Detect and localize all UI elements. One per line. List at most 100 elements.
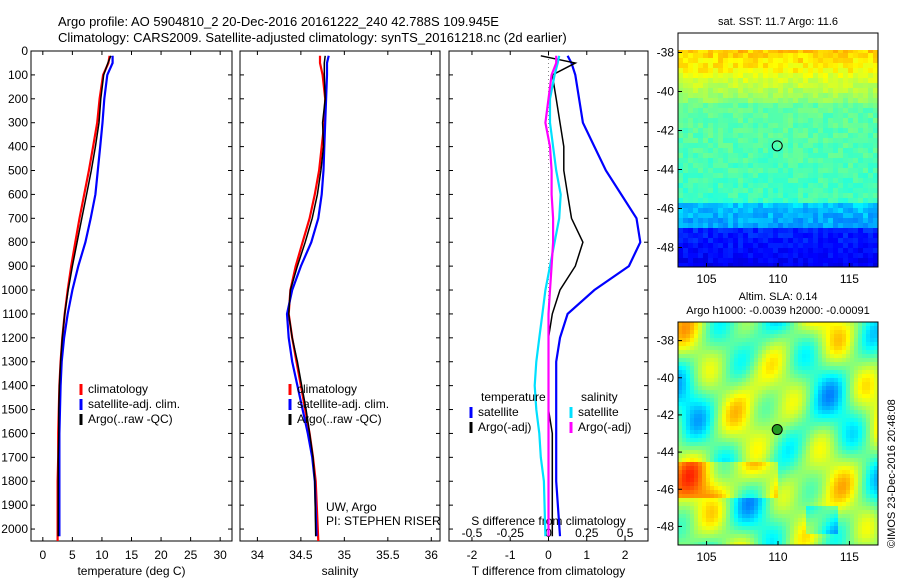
heatmap-cell (802, 358, 807, 363)
heatmap-cell (702, 434, 707, 439)
heatmap-cell (706, 426, 711, 431)
heatmap-cell (782, 378, 787, 383)
heatmap-cell (742, 486, 747, 491)
heatmap-cell (698, 50, 704, 54)
heatmap-cell (742, 510, 747, 515)
heatmap-cell (790, 486, 795, 491)
heatmap-cell (738, 78, 744, 84)
heatmap-cell (822, 438, 827, 443)
heatmap-cell (834, 470, 839, 475)
heatmap-cell (842, 542, 847, 545)
heatmap-cell (753, 143, 759, 149)
heatmap-cell (713, 233, 719, 239)
heatmap-cell (768, 243, 774, 249)
heatmap-cell (713, 183, 719, 189)
heatmap-cell (758, 450, 763, 455)
heatmap-cell (866, 402, 871, 407)
heatmap-cell (758, 38, 764, 44)
heatmap-cell (754, 422, 759, 427)
heatmap-cell (766, 414, 771, 419)
heatmap-cell (848, 63, 854, 69)
heatmap-cell (828, 58, 834, 64)
heatmap-cell (758, 494, 763, 499)
heatmap-cell (728, 73, 734, 79)
heatmap-cell (793, 188, 799, 194)
heatmap-cell (806, 354, 811, 359)
heatmap-cell (718, 83, 724, 89)
heatmap-cell (702, 454, 707, 459)
heatmap-cell (833, 168, 839, 174)
heatmap-cell (746, 418, 751, 423)
heatmap-cell (753, 198, 759, 204)
heatmap-cell (798, 108, 804, 114)
heatmap-cell (808, 93, 814, 99)
heatmap-cell (794, 438, 799, 443)
heatmap-cell (843, 63, 849, 69)
heatmap-cell (793, 238, 799, 244)
heatmap-cell (714, 450, 719, 455)
heatmap-cell (870, 498, 875, 503)
heatmap-cell (730, 434, 735, 439)
heatmap-cell (854, 322, 859, 327)
heatmap-cell (866, 370, 871, 375)
heatmap-cell (698, 454, 703, 459)
heatmap-cell (706, 366, 711, 371)
heatmap-cell (686, 498, 691, 503)
heatmap-cell (766, 366, 771, 371)
heatmap-cell (843, 183, 849, 189)
heatmap-cell (808, 233, 814, 239)
heatmap-cell (850, 498, 855, 503)
heatmap-cell (694, 434, 699, 439)
heatmap-cell (738, 386, 743, 391)
heatmap-cell (813, 153, 819, 159)
heatmap-cell (866, 342, 871, 347)
heatmap-cell (838, 490, 843, 495)
heatmap-cell (822, 470, 827, 475)
heatmap-cell (874, 354, 878, 359)
heatmap-cell (734, 482, 739, 487)
heatmap-cell (768, 153, 774, 159)
heatmap-cell (726, 362, 731, 367)
heatmap-cell (702, 390, 707, 395)
heatmap-cell (758, 482, 763, 487)
heatmap-cell (788, 73, 794, 79)
heatmap-cell (683, 38, 689, 44)
heatmap-cell (858, 522, 863, 527)
heatmap-cell (823, 178, 829, 184)
heatmap-cell (818, 138, 824, 144)
heatmap-cell (778, 326, 783, 331)
heatmap-cell (763, 228, 769, 234)
heatmap-cell (678, 394, 683, 399)
heatmap-cell (798, 374, 803, 379)
heatmap-cell (743, 228, 749, 234)
heatmap-cell (713, 73, 719, 79)
heatmap-cell (838, 158, 844, 164)
heatmap-cell (818, 263, 824, 267)
heatmap-cell (778, 486, 783, 491)
heatmap-cell (708, 143, 714, 149)
heatmap-cell (814, 438, 819, 443)
heatmap-cell (874, 386, 878, 391)
heatmap-cell (694, 518, 699, 523)
heatmap-cell (758, 263, 764, 267)
heatmap-cell (728, 63, 734, 69)
heatmap-cell (810, 338, 815, 343)
heatmap-cell (758, 163, 764, 169)
heatmap-cell (738, 138, 744, 144)
heatmap-cell (858, 362, 863, 367)
heatmap-cell (722, 534, 727, 539)
heatmap-cell (783, 198, 789, 204)
heatmap-cell (754, 458, 759, 463)
heatmap-cell (798, 518, 803, 523)
heatmap-cell (833, 93, 839, 99)
y-tick-label: 1300 (1, 355, 28, 369)
heatmap-cell (794, 474, 799, 479)
heatmap-cell (726, 434, 731, 439)
heatmap-cell (693, 63, 699, 69)
heatmap-cell (702, 386, 707, 391)
heatmap-cell (678, 253, 684, 259)
heatmap-cell (722, 374, 727, 379)
heatmap-cell (858, 143, 864, 149)
heatmap-cell (734, 338, 739, 343)
heatmap-cell (758, 438, 763, 443)
